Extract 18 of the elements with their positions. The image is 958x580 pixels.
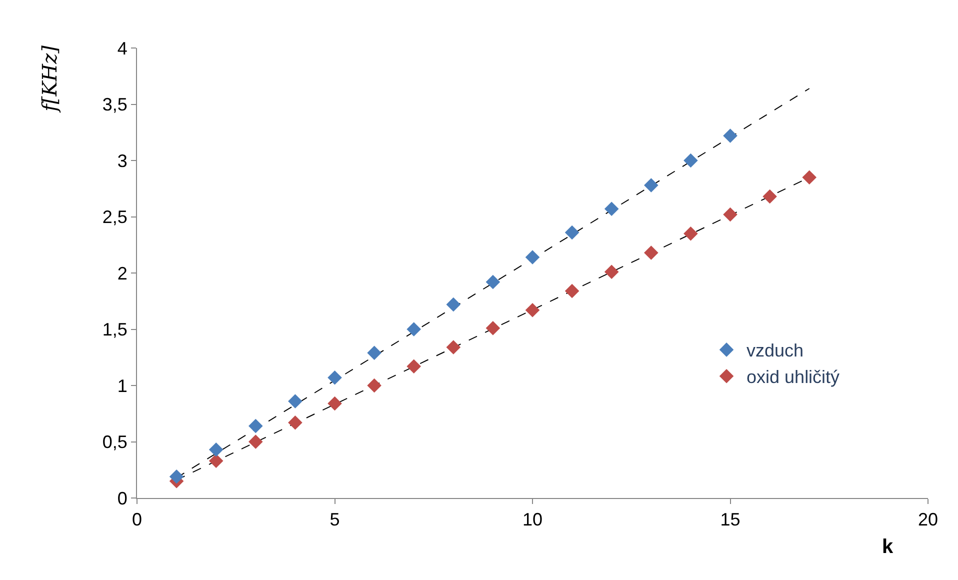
x-axis-title: k	[882, 536, 894, 558]
y-tick-label: 1	[117, 376, 128, 396]
x-tick-label: 20	[918, 510, 938, 530]
y-axis-title: f[KHz]	[37, 45, 62, 114]
y-tick-label: 2	[117, 263, 128, 284]
y-tick-label: 0	[117, 488, 128, 508]
y-tick-label: 1,5	[102, 320, 128, 340]
legend-label: vzduch	[746, 340, 804, 361]
legend-label: oxid uhličitý	[746, 367, 840, 388]
x-tick-label: 5	[330, 510, 340, 530]
x-tick-label: 0	[132, 510, 142, 530]
y-tick-label: 0,5	[102, 432, 128, 452]
y-tick-label: 3,5	[102, 94, 128, 115]
x-tick-label: 10	[522, 510, 543, 530]
x-tick-label: 15	[720, 510, 740, 530]
y-tick-label: 2,5	[102, 207, 128, 228]
y-tick-label: 4	[117, 38, 128, 58]
y-tick-label: 3	[117, 150, 128, 171]
